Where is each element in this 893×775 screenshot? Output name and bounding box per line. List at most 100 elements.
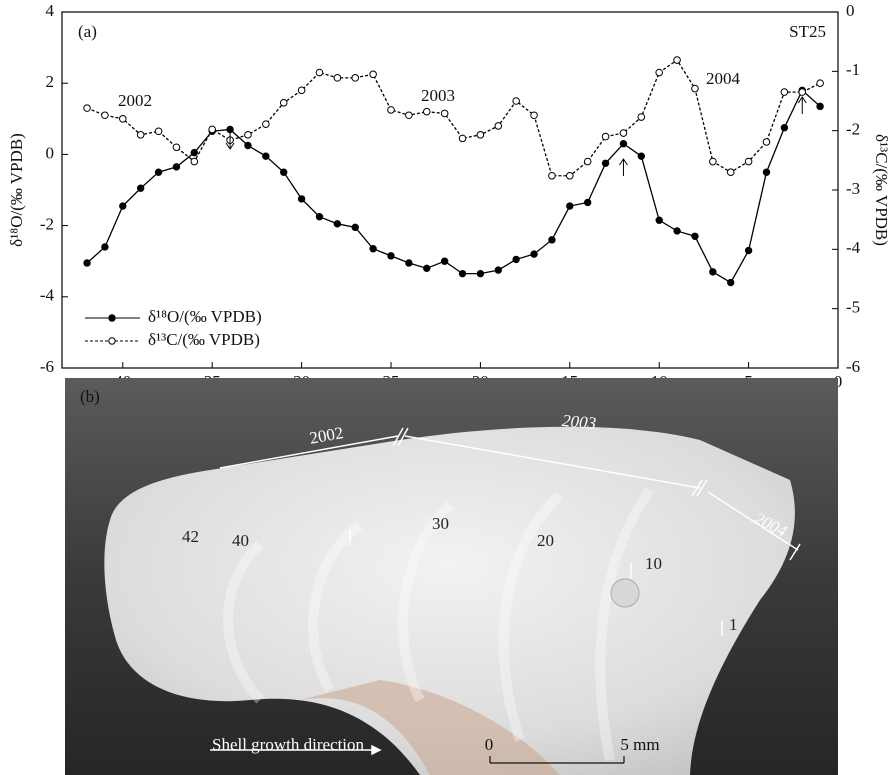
panel-label: (b) — [80, 387, 100, 406]
point — [209, 126, 216, 133]
point — [781, 89, 788, 96]
point — [656, 217, 662, 223]
point — [602, 133, 609, 140]
point — [549, 237, 555, 243]
y2-tick-label: 0 — [846, 1, 855, 20]
sample-label: 1 — [729, 615, 738, 634]
y2-tick-label: -3 — [846, 179, 860, 198]
y-tick-label: 0 — [46, 143, 55, 162]
legend-label: δ¹³C/(‰ VPDB) — [148, 330, 260, 349]
point — [316, 69, 323, 76]
point — [692, 233, 698, 239]
point — [245, 132, 252, 139]
legend-marker — [109, 338, 115, 344]
point — [459, 270, 465, 276]
point — [459, 135, 466, 142]
y2-tick-label: -4 — [846, 238, 861, 257]
annotation: ST25 — [789, 22, 826, 41]
point — [674, 57, 681, 64]
y-tick-label: -4 — [40, 286, 55, 305]
point — [406, 260, 412, 266]
point — [263, 121, 270, 128]
point — [137, 185, 143, 191]
scale-label: 5 mm — [620, 735, 659, 754]
point — [370, 71, 377, 78]
point — [495, 267, 501, 273]
point — [620, 130, 627, 137]
point — [84, 260, 90, 266]
point — [298, 196, 304, 202]
point — [477, 270, 483, 276]
point — [513, 98, 520, 105]
sample-label: 30 — [432, 514, 449, 533]
point — [102, 244, 108, 250]
point — [602, 160, 608, 166]
series-line — [87, 90, 820, 282]
point — [656, 69, 663, 76]
point — [799, 89, 806, 96]
point — [137, 132, 144, 139]
y2-tick-label: -2 — [846, 120, 860, 139]
figure: -6-4-2024-6-5-4-3-2-104035302520151050Sa… — [0, 0, 893, 775]
legend-marker — [109, 315, 115, 321]
point — [745, 247, 751, 253]
point — [531, 112, 538, 119]
chart-a: -6-4-2024-6-5-4-3-2-104035302520151050Sa… — [7, 1, 891, 409]
point — [763, 139, 770, 146]
year-label: 2004 — [706, 69, 741, 88]
y2-axis-label: δ¹³C/(‰ VPDB) — [872, 134, 891, 246]
point — [584, 199, 590, 205]
point — [674, 228, 680, 234]
point — [155, 169, 161, 175]
point — [441, 110, 448, 117]
point — [316, 214, 322, 220]
point — [334, 75, 341, 82]
bubble — [611, 579, 639, 607]
point — [424, 265, 430, 271]
point — [84, 105, 91, 112]
point — [692, 85, 699, 92]
y-tick-label: -6 — [40, 357, 54, 376]
legend-label: δ¹⁸O/(‰ VPDB) — [148, 307, 262, 326]
point — [441, 258, 447, 264]
point — [727, 169, 734, 176]
y-axis-label: δ¹⁸O/(‰ VPDB) — [7, 133, 26, 247]
point — [781, 125, 787, 131]
point — [567, 203, 573, 209]
point — [477, 132, 484, 139]
point — [495, 123, 502, 130]
point — [102, 112, 109, 119]
y-tick-label: 4 — [46, 1, 55, 20]
point — [423, 108, 430, 115]
point — [638, 114, 645, 121]
y2-tick-label: -6 — [846, 357, 860, 376]
point — [227, 126, 233, 132]
year-label: 2003 — [561, 411, 597, 433]
point — [817, 80, 824, 87]
point — [120, 203, 126, 209]
point — [817, 103, 823, 109]
y-tick-label: 2 — [46, 72, 55, 91]
point — [638, 153, 644, 159]
photo-b: (b) 2002 2003 2004 42 40 30 20 10 1 Shel… — [65, 378, 838, 775]
point — [566, 172, 573, 179]
panel-label: (a) — [78, 22, 97, 41]
point — [728, 279, 734, 285]
point — [281, 169, 287, 175]
point — [710, 158, 717, 165]
point — [352, 75, 359, 82]
point — [155, 128, 162, 135]
y2-tick-label: -1 — [846, 60, 860, 79]
point — [406, 112, 413, 119]
y-tick-label: -2 — [40, 215, 54, 234]
point — [173, 144, 180, 151]
point — [763, 169, 769, 175]
point — [263, 153, 269, 159]
point — [620, 141, 626, 147]
point — [334, 221, 340, 227]
point — [531, 251, 537, 257]
point — [710, 269, 716, 275]
y2-tick-label: -5 — [846, 298, 860, 317]
sample-label: 40 — [232, 531, 249, 550]
point — [513, 256, 519, 262]
